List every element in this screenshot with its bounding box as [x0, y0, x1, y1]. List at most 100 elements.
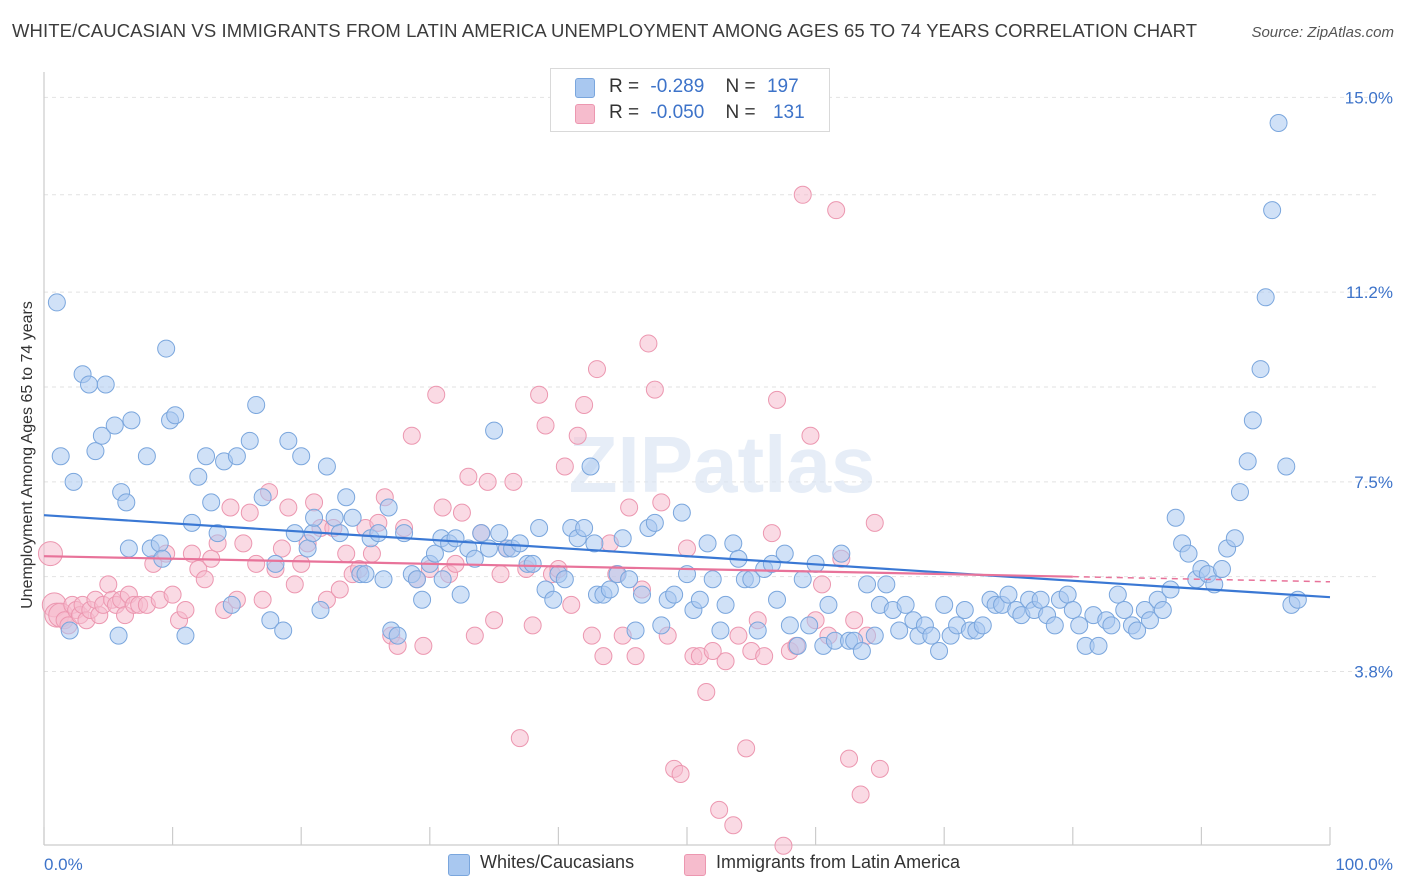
blue-point: [433, 570, 452, 589]
pink-point: [234, 534, 253, 553]
blue-point: [1153, 600, 1172, 619]
pink-point: [575, 395, 594, 414]
blue-point: [182, 513, 201, 532]
blue-point: [343, 508, 362, 527]
blue-point: [222, 595, 241, 614]
blue-point: [176, 626, 195, 645]
legend-n-label: N =: [725, 102, 756, 123]
blue-point: [485, 421, 504, 440]
blue-point: [672, 503, 691, 522]
blue-point: [266, 554, 285, 573]
blue-point: [645, 513, 664, 532]
source-credit: Source: ZipAtlas.com: [1251, 24, 1394, 41]
blue-point: [922, 626, 941, 645]
trend-lines: [43, 514, 1331, 599]
legend-swatch-pink: [575, 104, 595, 124]
blue-point: [852, 641, 871, 660]
blue-point: [425, 544, 444, 563]
blue-point: [800, 616, 819, 635]
blue-point: [711, 621, 730, 640]
pink-point: [729, 626, 748, 645]
blue-point: [600, 580, 619, 599]
blue-point: [451, 585, 470, 604]
blue-point: [1128, 621, 1147, 640]
blue-point: [490, 524, 509, 543]
blue-point: [374, 570, 393, 589]
trend-line-whites: [43, 514, 1331, 599]
blue-point: [620, 570, 639, 589]
blue-point: [47, 293, 66, 312]
blue-point: [1045, 616, 1064, 635]
blue-point: [632, 585, 651, 604]
blue-point: [1179, 544, 1198, 563]
chart-title: WHITE/CAUCASIAN VS IMMIGRANTS FROM LATIN…: [12, 20, 1198, 41]
blue-point: [311, 600, 330, 619]
blue-point: [780, 616, 799, 635]
pink-point: [652, 493, 671, 512]
x-tick-label: 0.0%: [44, 855, 83, 874]
pink-point: [292, 554, 311, 573]
blue-point: [60, 621, 79, 640]
y-tick-label: 3.8%: [1354, 663, 1393, 682]
blue-point: [166, 406, 185, 425]
pink-point: [452, 503, 471, 522]
blue-point: [105, 416, 124, 435]
pink-point: [504, 472, 523, 491]
pink-point: [459, 467, 478, 486]
pink-point: [755, 647, 774, 666]
pink-point: [285, 575, 304, 594]
pink-point: [433, 498, 452, 517]
pink-point: [279, 498, 298, 517]
blue-point: [122, 411, 141, 430]
blue-point: [523, 554, 542, 573]
legend-n-value: 131: [772, 102, 805, 123]
blue-point: [388, 626, 407, 645]
blue-point: [1238, 452, 1257, 471]
blue-point: [197, 447, 216, 466]
blue-point: [189, 467, 208, 486]
blue-point: [1115, 600, 1134, 619]
blue-point: [935, 595, 954, 614]
blue-point: [117, 493, 136, 512]
pink-point: [568, 426, 587, 445]
pink-point: [724, 816, 743, 835]
pink-point: [163, 585, 182, 604]
blue-point: [1031, 590, 1050, 609]
blue-point: [819, 595, 838, 614]
blue-point: [137, 447, 156, 466]
blue-point: [51, 447, 70, 466]
pink-point: [626, 647, 645, 666]
blue-point: [748, 621, 767, 640]
blue-point: [325, 508, 344, 527]
pink-point: [801, 426, 820, 445]
blue-point: [202, 493, 221, 512]
blue-point: [865, 626, 884, 645]
pink-point: [768, 390, 787, 409]
axes: [43, 72, 1331, 846]
pink-point: [645, 380, 664, 399]
pink-point: [362, 544, 381, 563]
blue-point: [80, 375, 99, 394]
blue-point: [472, 524, 491, 543]
pink-point: [478, 472, 497, 491]
pink-point: [337, 544, 356, 563]
pink-point: [530, 385, 549, 404]
blue-point: [1089, 636, 1108, 655]
watermark: ZIPatlas: [569, 420, 876, 509]
legend-n-label: N =: [725, 76, 756, 97]
pink-point: [37, 541, 63, 567]
pink-point: [620, 498, 639, 517]
blue-point: [703, 570, 722, 589]
blue-point: [1140, 611, 1159, 630]
blue-point: [1256, 288, 1275, 307]
blue-point: [227, 447, 246, 466]
blue-point: [356, 565, 375, 584]
blue-point: [1166, 508, 1185, 527]
blue-point: [999, 585, 1018, 604]
blue-point: [793, 570, 812, 589]
tick-labels: 3.8% 7.5% 11.2% 15.0% 0.0% 100.0%: [44, 88, 1393, 874]
pink-point: [582, 626, 601, 645]
blue-point: [788, 636, 807, 655]
blue-point: [1269, 114, 1288, 133]
pink-point: [99, 575, 118, 594]
